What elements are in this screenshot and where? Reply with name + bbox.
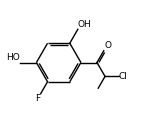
Text: Cl: Cl	[119, 72, 128, 81]
Text: OH: OH	[78, 20, 92, 29]
Text: HO: HO	[6, 53, 20, 62]
Text: O: O	[104, 41, 111, 50]
Text: F: F	[35, 94, 40, 103]
